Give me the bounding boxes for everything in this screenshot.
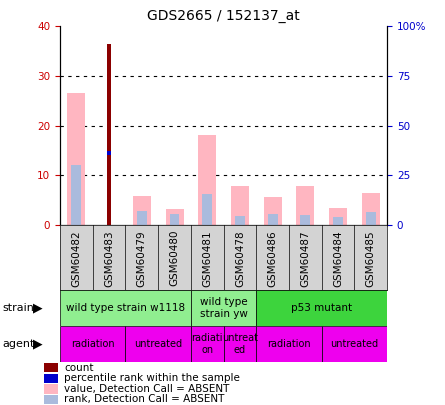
Text: ▶: ▶: [33, 338, 43, 351]
Title: GDS2665 / 152137_at: GDS2665 / 152137_at: [147, 9, 300, 23]
Text: count: count: [64, 362, 93, 373]
Text: percentile rank within the sample: percentile rank within the sample: [64, 373, 240, 383]
Text: GSM60483: GSM60483: [104, 230, 114, 287]
Bar: [362, 192, 380, 225]
Text: radiati
on: radiati on: [191, 333, 223, 355]
Text: GSM60482: GSM60482: [72, 230, 81, 287]
Text: GSM60479: GSM60479: [137, 230, 147, 287]
Bar: [107, 151, 111, 155]
Text: untreat
ed: untreat ed: [222, 333, 258, 355]
Bar: [166, 209, 183, 225]
Bar: [333, 217, 343, 225]
Text: radiation: radiation: [267, 339, 311, 349]
Bar: [264, 198, 282, 225]
Text: GSM60484: GSM60484: [333, 230, 343, 287]
Text: rank, Detection Call = ABSENT: rank, Detection Call = ABSENT: [64, 394, 224, 405]
Bar: [44, 363, 58, 372]
Bar: [133, 196, 151, 225]
Bar: [137, 211, 147, 225]
Bar: [256, 326, 322, 362]
Text: GSM60485: GSM60485: [366, 230, 376, 287]
Text: untreated: untreated: [330, 339, 379, 349]
Text: wild type strain w1118: wild type strain w1118: [66, 303, 185, 313]
Text: GSM60480: GSM60480: [170, 230, 179, 286]
Text: GSM60478: GSM60478: [235, 230, 245, 287]
Text: value, Detection Call = ABSENT: value, Detection Call = ABSENT: [64, 384, 230, 394]
Text: strain: strain: [2, 303, 34, 313]
Bar: [322, 326, 387, 362]
Bar: [202, 194, 212, 225]
Text: GSM60486: GSM60486: [268, 230, 278, 287]
Bar: [198, 135, 216, 225]
Bar: [268, 214, 278, 225]
Bar: [72, 165, 81, 225]
Bar: [191, 326, 224, 362]
Bar: [300, 215, 310, 225]
Text: ▶: ▶: [33, 301, 43, 314]
Text: radiation: radiation: [71, 339, 115, 349]
Bar: [44, 373, 58, 383]
Bar: [231, 186, 249, 225]
Text: wild type
strain yw: wild type strain yw: [200, 297, 247, 319]
Bar: [44, 395, 58, 404]
Text: GSM60487: GSM60487: [300, 230, 310, 287]
Bar: [224, 326, 256, 362]
Bar: [60, 326, 125, 362]
Bar: [366, 212, 376, 225]
Bar: [256, 290, 387, 326]
Bar: [60, 290, 191, 326]
Bar: [296, 185, 314, 225]
Bar: [107, 44, 111, 225]
Bar: [329, 208, 347, 225]
Text: GSM60481: GSM60481: [202, 230, 212, 287]
Bar: [170, 214, 179, 225]
Bar: [125, 326, 191, 362]
Text: agent: agent: [2, 339, 35, 349]
Text: untreated: untreated: [134, 339, 182, 349]
Bar: [44, 384, 58, 394]
Bar: [68, 93, 85, 225]
Bar: [235, 216, 245, 225]
Bar: [191, 290, 256, 326]
Text: p53 mutant: p53 mutant: [291, 303, 352, 313]
